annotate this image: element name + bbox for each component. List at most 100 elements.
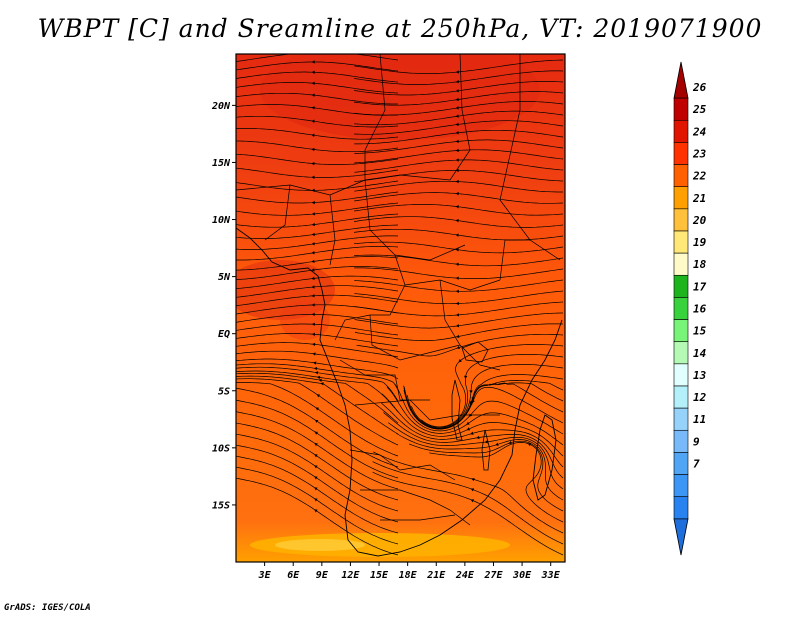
colorbar-swatch [673,186,689,210]
streamline-arrow [484,440,488,444]
streamline-arrow [527,443,532,447]
colorbar-label: 20 [692,214,707,227]
streamline-arrow [469,390,473,394]
streamline-arrow [464,375,468,379]
colorbar-label: 11 [693,413,706,426]
streamline-arrow [314,498,318,502]
streamline-arrow [495,442,499,446]
colorbar: 26 25 24 23 22 21 20 19 18 17 16 15 14 13 12 11 9 7 [673,61,707,556]
footer-credit: GrADS: IGES/COLA [4,603,91,613]
colorbar-swatch [673,474,689,498]
streamline-arrow [455,168,459,173]
y-tick-label: 5S [218,386,230,397]
colorbar-swatch [673,297,689,320]
y-tick-label: 15N [212,158,231,169]
streamline-arrow [311,222,315,227]
colorbar-swatch [673,407,689,431]
streamline-arrow [314,431,319,435]
streamline-arrow [455,179,459,184]
streamline [236,128,399,140]
streamline-arrow [311,342,316,347]
x-tick-label: 33E [541,570,561,581]
streamline-arrow [311,60,315,64]
streamline-arrow [311,232,315,237]
y-tick-label: 5N [218,272,231,283]
streamline [236,363,399,391]
streamline [236,275,399,290]
streamline-arrow [311,106,315,110]
colorbar-label: 13 [693,369,707,382]
map-plot-area [236,54,565,562]
colorbar-swatch [673,252,689,276]
streamline-arrow [470,488,475,492]
streamline-arrow [311,303,315,307]
streamline [236,477,399,556]
streamline [236,82,399,94]
streamline-arrow [455,148,459,153]
streamline-arrow [471,477,475,482]
streamline-arrow [455,289,459,293]
warm-region-north [260,54,540,140]
y-tick-label: 10N [212,215,231,226]
colorbar-swatch [673,274,689,298]
streamline-arrow [315,407,320,411]
cool-region-south [250,533,510,557]
map-frame [235,53,566,563]
streamline-arrow [456,345,460,350]
streamline-arrow [466,421,470,425]
streamline-arrow [314,419,319,423]
streamline [236,256,399,271]
x-tick-label: 18E [399,570,418,581]
streamline-arrow [314,509,318,513]
streamline-arrow [311,200,315,205]
streamline-arrow [311,268,315,272]
colorbar-label: 21 [692,192,706,205]
y-tick-label: 10S [212,443,230,454]
streamline-arrow [455,301,459,306]
lake-tanganyika [451,379,463,441]
streamline [236,153,399,165]
streamline-arrow [311,276,315,281]
streamline [236,466,399,545]
chart-title: WBPT [C] and Sreamline at 250hPa, VT: 20… [37,14,763,43]
y-axis: 20N 15N 10N 5N EQ 5S 10S 15S [211,101,236,511]
colorbar-swatch [673,429,689,453]
streamline-arrow [311,147,315,152]
streamline-arrow [311,161,315,166]
streamline-arrow [468,413,473,417]
x-tick-label: 24E [455,570,475,581]
streamline-arrow [455,262,459,267]
streamline-arrow [455,89,459,93]
y-tick-label: 20N [211,101,231,112]
streamline-arrow [455,205,459,209]
streamline-arrow [455,248,459,252]
streamline-arrow [314,454,318,458]
colorbar-swatch [673,119,689,143]
y-tick-label: 15S [212,500,230,511]
x-tick-label: 21E [426,570,446,581]
streamline-arrow [455,114,459,118]
streamline-arrow [311,259,315,264]
streamline-arrow [311,251,315,255]
streamline-arrow [455,70,459,74]
colorbar-label: 18 [693,258,707,271]
streamline-arrow [314,476,318,480]
streamline-arrow [470,431,474,435]
x-tick-label: 9E [316,570,329,581]
streamline-arrow [455,79,459,84]
colorbar-swatch [673,164,689,188]
colorbar-top-arrow [673,61,689,99]
streamline-arrow [311,188,315,193]
streamline [236,266,399,281]
streamline-arrow [311,312,315,317]
streamline-arrow [455,158,459,162]
colorbar-label: 12 [693,391,707,404]
x-tick-label: 12E [341,570,360,581]
streamline-arrow [311,93,315,97]
streamline-arrow [455,219,459,223]
colorbar-label: 19 [693,236,707,249]
streamline-arrow [314,487,318,491]
x-tick-label: 15E [370,570,389,581]
streamline-arrow [311,285,315,289]
